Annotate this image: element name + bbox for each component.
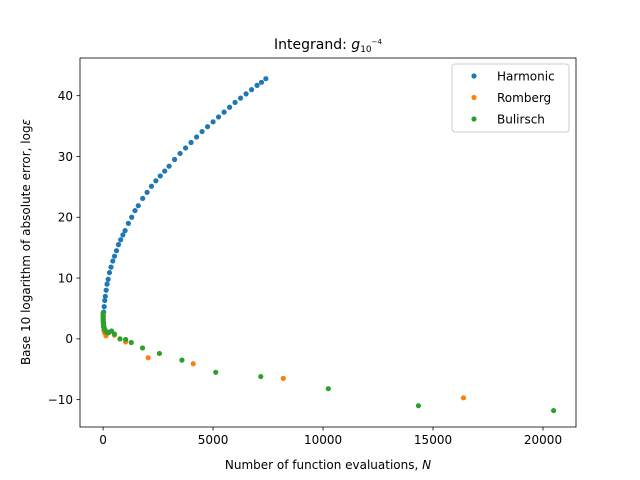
data-point [188, 139, 194, 146]
data-point [258, 373, 264, 380]
data-point [179, 357, 185, 363]
data-point [102, 297, 108, 304]
data-point [226, 104, 233, 110]
y-tick-label: 0 [65, 332, 73, 346]
data-point [204, 124, 211, 130]
data-point [248, 87, 255, 93]
data-point [325, 386, 331, 392]
data-point [145, 355, 151, 361]
data-point [102, 293, 108, 299]
legend-label: Harmonic [497, 69, 555, 83]
data-point [144, 189, 150, 195]
x-axis: 0 5000 10000 15000 20000 [99, 427, 562, 447]
data-point [110, 258, 116, 264]
data-point [162, 168, 168, 174]
data-point [148, 183, 155, 189]
y-tick-label: −10 [48, 393, 73, 407]
series-bulirsch [100, 310, 557, 414]
data-point [103, 287, 109, 293]
x-tick-label: 20000 [524, 433, 562, 447]
data-point [140, 195, 146, 202]
data-point [415, 403, 422, 409]
data-point [153, 178, 159, 184]
data-point [132, 207, 138, 214]
data-point [111, 253, 118, 259]
data-point [113, 248, 120, 254]
y-tick-label: 10 [58, 271, 73, 285]
y-tick-label: 20 [58, 211, 73, 225]
data-point [243, 91, 249, 97]
data-point [171, 156, 178, 163]
data-point [460, 395, 467, 401]
data-point [122, 228, 128, 234]
data-point [108, 264, 114, 270]
data-point [166, 163, 172, 169]
data-point [128, 339, 134, 346]
data-point [213, 369, 219, 375]
data-point [123, 336, 129, 343]
data-point [118, 237, 124, 243]
data-point [258, 79, 265, 85]
x-tick-label: 15000 [414, 433, 452, 447]
legend: Harmonic Romberg Bulirsch [451, 63, 570, 133]
y-tick-label: 40 [58, 89, 73, 103]
data-point [210, 119, 216, 125]
legend-label: Bulirsch [497, 112, 545, 126]
legend-marker [471, 116, 477, 122]
data-point [182, 145, 189, 151]
data-point [156, 350, 163, 357]
data-point [104, 281, 110, 287]
data-point [237, 95, 244, 101]
x-tick-label: 5000 [198, 433, 229, 447]
data-point [221, 109, 227, 115]
x-tick-label: 0 [99, 433, 107, 447]
data-point [125, 220, 131, 226]
data-point [215, 114, 222, 120]
series-harmonic [101, 76, 269, 315]
data-point [129, 214, 135, 220]
legend-frame [451, 63, 570, 133]
y-axis: −10 0 10 20 30 40 [48, 89, 80, 407]
x-axis-title: Number of function evaluations, N [225, 458, 431, 472]
data-point [190, 361, 196, 367]
data-point [115, 242, 122, 248]
data-point [139, 345, 146, 351]
data-point [101, 304, 107, 310]
data-point [105, 276, 111, 282]
data-point [135, 203, 141, 209]
data-point [120, 232, 126, 238]
data-point [199, 128, 205, 135]
x-tick-label: 10000 [304, 433, 342, 447]
data-point [117, 336, 123, 342]
data-point [232, 99, 238, 105]
data-point [263, 76, 269, 82]
plot-frame [79, 57, 577, 428]
y-axis-title: Base 10 logarithm of absolute error, log… [19, 118, 33, 365]
data-point [193, 134, 200, 140]
data-point [111, 331, 117, 337]
legend-label: Romberg [497, 91, 551, 105]
data-point [177, 150, 183, 157]
legend-marker [471, 73, 477, 79]
data-point [157, 173, 163, 179]
data-marks [100, 76, 557, 414]
data-point [254, 82, 260, 88]
legend-marker [471, 94, 477, 101]
data-point [106, 269, 113, 276]
chart-title: Integrand: g10−4 [274, 37, 382, 55]
data-point [550, 407, 557, 414]
data-point [280, 375, 286, 381]
y-tick-label: 30 [58, 150, 73, 164]
